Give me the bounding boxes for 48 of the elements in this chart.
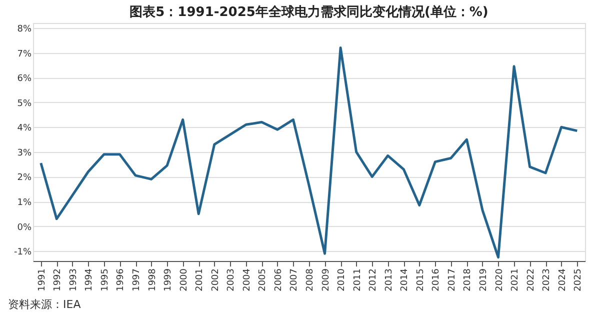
x-tick-label: 2025 [574, 268, 584, 292]
x-tick-label: 2021 [510, 268, 521, 292]
x-tick-label: 1993 [68, 268, 79, 292]
x-tick-label: 2007 [290, 268, 300, 292]
text: 资料来源：IEA [8, 298, 82, 311]
x-tick-label: 2003 [226, 268, 237, 292]
y-tick-label: 7% [17, 49, 32, 60]
x-tick-label: 2019 [478, 268, 489, 292]
x-tick-label: 2005 [258, 268, 268, 292]
x-tick-label: 2018 [463, 268, 474, 292]
x-tick-label: 2015 [416, 268, 426, 292]
chart-title: 图表5：1991-2025年全球电力需求同比变化情况(单位：%) [130, 4, 488, 20]
x-tick-label: 2022 [526, 268, 536, 292]
x-tick-label: 2012 [368, 268, 379, 292]
x-tick-label: 1999 [164, 268, 174, 292]
x-tick-label: 2008 [306, 268, 316, 292]
x-tick-label: 2006 [274, 268, 284, 292]
x-tick-label: 1995 [100, 268, 110, 292]
y-tick-label: 2% [17, 173, 32, 184]
x-tick-label: 1992 [53, 268, 64, 292]
y-tick-label: 8% [17, 24, 32, 34]
x-tick-label: 2016 [432, 268, 442, 292]
x-tick-label: 2014 [400, 268, 410, 292]
x-tick-label: 1994 [84, 268, 95, 292]
y-tick-label: 6% [17, 74, 32, 84]
x-tick-label: 2000 [179, 268, 190, 292]
x-tick-label: 1997 [132, 268, 142, 292]
x-tick-label: 2013 [384, 268, 394, 292]
x-tick-label: 1998 [148, 268, 158, 292]
x-tick-label: 2024 [558, 268, 568, 292]
y-tick-label: 4% [17, 124, 32, 134]
x-tick-label: 2004 [242, 268, 252, 292]
x-tick-label: 2020 [494, 268, 505, 292]
y-tick-label: 0% [17, 222, 32, 233]
y-tick-label: 1% [17, 198, 32, 208]
x-tick-label: 2001 [195, 268, 206, 292]
x-tick-label: 1991 [37, 268, 48, 292]
x-tick-label: 2002 [210, 268, 221, 292]
line-series [40, 46, 578, 259]
x-tick-label: 2017 [447, 268, 458, 292]
y-tick-label: 3% [17, 148, 32, 158]
y-tick-label: -1% [14, 248, 32, 258]
x-tick-label: 2009 [321, 268, 332, 292]
x-tick-label: 2010 [337, 268, 348, 292]
x-tick-label: 1996 [116, 268, 126, 292]
y-tick-label: 5% [17, 98, 32, 109]
x-tick-label: 2011 [352, 268, 363, 292]
x-tick-label: 2023 [542, 268, 552, 292]
